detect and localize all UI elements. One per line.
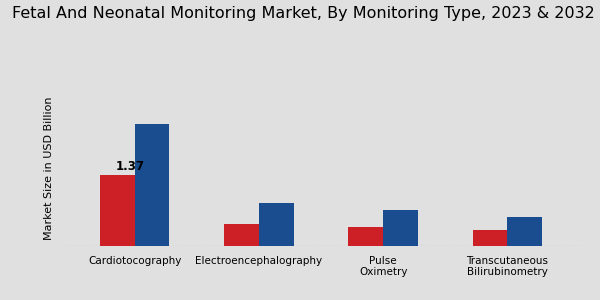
Y-axis label: Market Size in USD Billion: Market Size in USD Billion bbox=[44, 96, 55, 240]
Legend: 2023, 2032: 2023, 2032 bbox=[329, 0, 438, 6]
Text: Fetal And Neonatal Monitoring Market, By Monitoring Type, 2023 & 2032: Fetal And Neonatal Monitoring Market, By… bbox=[12, 6, 595, 21]
Bar bbox=[473, 230, 508, 246]
Bar bbox=[259, 203, 293, 246]
Bar bbox=[134, 124, 169, 246]
Bar bbox=[349, 227, 383, 246]
Text: 1.37: 1.37 bbox=[116, 160, 145, 173]
Bar bbox=[383, 210, 418, 246]
Bar bbox=[508, 218, 542, 246]
Bar bbox=[224, 224, 259, 246]
Bar bbox=[100, 175, 134, 246]
